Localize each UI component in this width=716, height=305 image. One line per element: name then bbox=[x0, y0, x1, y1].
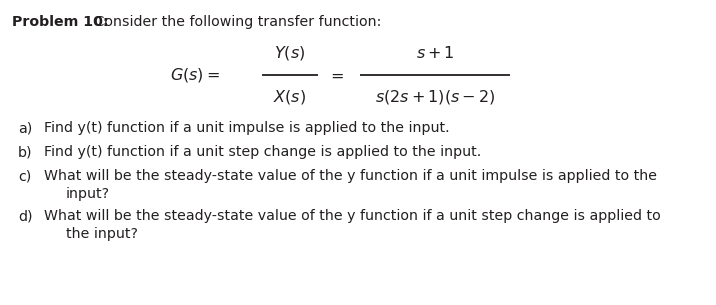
Text: Find y(t) function if a unit step change is applied to the input.: Find y(t) function if a unit step change… bbox=[44, 145, 481, 159]
Text: a): a) bbox=[18, 121, 32, 135]
Text: input?: input? bbox=[66, 187, 110, 201]
Text: $\mathit{G}(\mathit{s}) =$: $\mathit{G}(\mathit{s}) =$ bbox=[170, 66, 220, 84]
Text: What will be the steady-state value of the y function if a unit impulse is appli: What will be the steady-state value of t… bbox=[44, 169, 657, 183]
Text: $\mathit{X}(\mathit{s})$: $\mathit{X}(\mathit{s})$ bbox=[274, 88, 306, 106]
Text: d): d) bbox=[18, 209, 32, 223]
Text: Consider the following transfer function:: Consider the following transfer function… bbox=[90, 15, 382, 29]
Text: Problem 10:: Problem 10: bbox=[12, 15, 109, 29]
Text: $=$: $=$ bbox=[326, 67, 344, 82]
Text: the input?: the input? bbox=[66, 227, 138, 241]
Text: $\mathit{Y}(\mathit{s})$: $\mathit{Y}(\mathit{s})$ bbox=[274, 44, 306, 62]
Text: $\mathit{s}(2\mathit{s}+1)(\mathit{s}-2)$: $\mathit{s}(2\mathit{s}+1)(\mathit{s}-2)… bbox=[374, 88, 495, 106]
Text: Find y(t) function if a unit impulse is applied to the input.: Find y(t) function if a unit impulse is … bbox=[44, 121, 450, 135]
Text: What will be the steady-state value of the y function if a unit step change is a: What will be the steady-state value of t… bbox=[44, 209, 661, 223]
Text: b): b) bbox=[18, 145, 32, 159]
Text: c): c) bbox=[18, 169, 32, 183]
Text: $\mathit{s}+1$: $\mathit{s}+1$ bbox=[415, 45, 455, 61]
